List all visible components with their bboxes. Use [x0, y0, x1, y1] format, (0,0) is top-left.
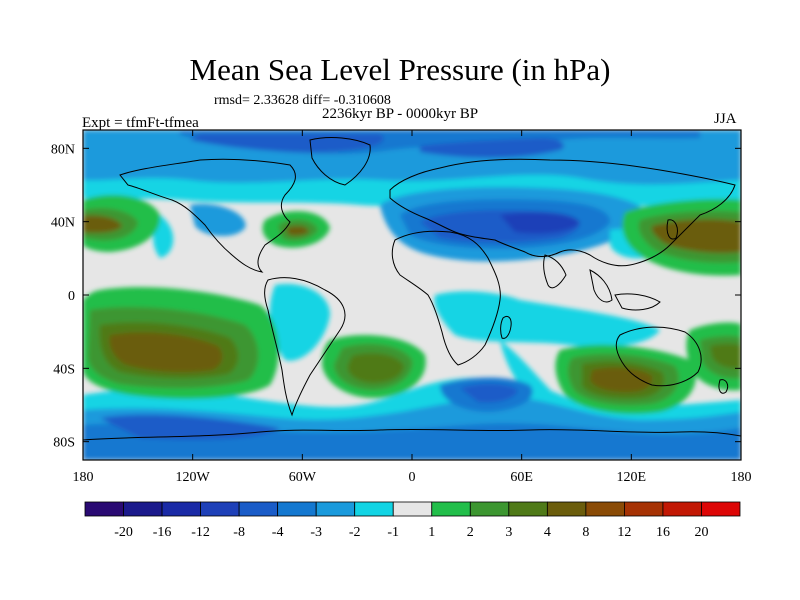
latitude-axis: 80N 40N 0 40S 80S: [51, 142, 741, 451]
colorbar-swatch: [123, 501, 163, 517]
colorbar-label: -1: [387, 525, 399, 540]
lat-tick-label: 40N: [51, 216, 75, 231]
colorbar-label: 3: [505, 525, 512, 540]
colorbar-swatch: [469, 501, 510, 517]
season-label: JJA: [714, 111, 737, 127]
colorbar: -20 -16 -12 -8 -4 -3 -2 -1 1 2 3 4 8 12 16 20: [84, 501, 741, 540]
colorbar-label: -3: [310, 525, 322, 540]
colorbar-swatch: [585, 501, 625, 517]
colorbar-label: 4: [544, 525, 551, 540]
longitude-axis: 180 120W 60W 0 60E 120E 180: [73, 130, 752, 485]
experiment-label: Expt = tfmFt-tfmea: [82, 115, 199, 131]
map-title: Mean Sea Level Pressure (in hPa): [189, 52, 611, 87]
pressure-field: [83, 130, 741, 460]
colorbar-swatch: [277, 501, 317, 517]
lat-tick-label: 80N: [51, 142, 75, 157]
lat-tick-label: 0: [68, 289, 75, 304]
lon-tick-label: 180: [73, 470, 94, 485]
lon-tick-label: 0: [409, 470, 416, 485]
colorbar-swatch: [238, 501, 279, 517]
lon-tick-label: 60W: [289, 470, 317, 485]
colorbar-swatch: [508, 501, 548, 517]
colorbar-swatch: [315, 501, 356, 517]
period-text: 2236kyr BP - 0000kyr BP: [322, 106, 479, 122]
colorbar-label: -4: [272, 525, 284, 540]
colorbar-label: -12: [191, 525, 210, 540]
colorbar-swatch: [84, 501, 124, 517]
lon-tick-label: 120W: [176, 470, 211, 485]
colorbar-swatch: [161, 501, 201, 517]
colorbar-label: 16: [656, 525, 670, 540]
colorbar-swatch: [354, 501, 394, 517]
colorbar-swatch: [392, 501, 433, 517]
colorbar-swatch: [200, 501, 240, 517]
colorbar-label: -20: [114, 525, 133, 540]
colorbar-swatch: [546, 501, 587, 517]
colorbar-label: 12: [617, 525, 631, 540]
colorbar-label: 20: [694, 525, 708, 540]
lat-tick-label: 40S: [53, 362, 75, 377]
colorbar-label: 2: [467, 525, 474, 540]
colorbar-label: -8: [233, 525, 245, 540]
colorbar-label: -2: [349, 525, 361, 540]
stats-text: rmsd= 2.33628 diff= -0.310608: [214, 93, 391, 108]
colorbar-label: 1: [428, 525, 435, 540]
colorbar-swatch: [662, 501, 702, 517]
colorbar-swatch: [624, 501, 664, 517]
lon-tick-label: 180: [731, 470, 752, 485]
colorbar-label: 8: [582, 525, 589, 540]
lat-tick-label: 80S: [53, 436, 75, 451]
colorbar-label: -16: [153, 525, 172, 540]
colorbar-swatch: [431, 501, 471, 517]
colorbar-swatch: [701, 501, 741, 517]
lon-tick-label: 60E: [510, 470, 533, 485]
coastlines: [83, 137, 741, 441]
lon-tick-label: 120E: [617, 470, 647, 485]
